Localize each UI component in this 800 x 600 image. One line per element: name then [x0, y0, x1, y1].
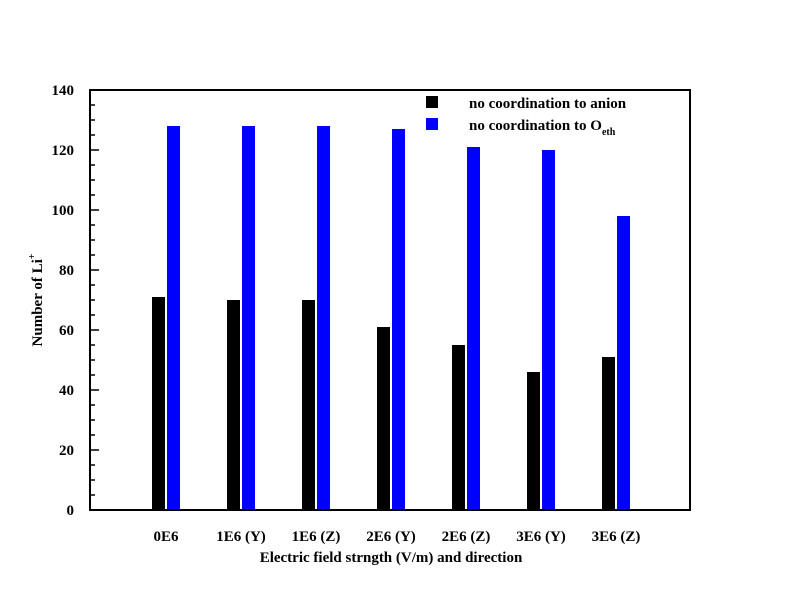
- y-axis-title-text: Number of Li: [30, 259, 46, 346]
- x-tick-label: 2E6 (Y): [366, 529, 416, 545]
- y-axis-title: Number of Li+: [27, 253, 46, 346]
- y-axis-title-superscript: +: [27, 253, 38, 259]
- bar-oeth-3: [392, 129, 405, 510]
- bars-group: [152, 126, 630, 510]
- legend-label-oeth: no coordination to Oeth: [469, 118, 616, 138]
- legend-label-anion: no coordination to anion: [469, 96, 627, 112]
- x-tick-label: 0E6: [153, 529, 179, 545]
- legend: no coordination to anion no coordination…: [426, 96, 627, 138]
- legend-label-oeth-subscript: eth: [602, 127, 616, 138]
- bar-oeth-1: [242, 126, 255, 510]
- x-tick-label: 1E6 (Y): [216, 529, 266, 545]
- y-tick-label: 60: [59, 323, 74, 339]
- x-axis: 0E6 1E6 (Y) 1E6 (Z) 2E6 (Y) 2E6 (Z) 3E6 (Y) 3E…: [153, 529, 640, 545]
- x-axis-title: Electric field strngth (V/m) and directi…: [260, 550, 523, 566]
- legend-swatch-anion: [426, 96, 438, 108]
- bar-anion-2: [302, 300, 315, 510]
- bar-anion-5: [527, 372, 540, 510]
- y-tick-label: 40: [59, 383, 74, 399]
- y-tick-label: 0: [67, 503, 75, 519]
- bar-anion-6: [602, 357, 615, 510]
- legend-label-oeth-text: no coordination to O: [469, 118, 602, 134]
- bar-anion-4: [452, 345, 465, 510]
- bar-anion-0: [152, 297, 165, 510]
- y-tick-label: 100: [52, 203, 75, 219]
- x-tick-label: 3E6 (Y): [516, 529, 566, 545]
- bar-oeth-0: [167, 126, 180, 510]
- bar-oeth-4: [467, 147, 480, 510]
- bar-oeth-6: [617, 216, 630, 510]
- bar-oeth-2: [317, 126, 330, 510]
- y-tick-label: 140: [52, 83, 75, 99]
- bar-anion-1: [227, 300, 240, 510]
- bar-oeth-5: [542, 150, 555, 510]
- y-axis: 0 20 40 60 80 100 120 140: [52, 83, 99, 519]
- legend-swatch-oeth: [426, 118, 438, 130]
- x-tick-label: 3E6 (Z): [592, 529, 641, 545]
- plot-frame: [89, 89, 691, 511]
- y-tick-label: 120: [52, 143, 75, 159]
- x-tick-label: 2E6 (Z): [442, 529, 491, 545]
- y-tick-label: 80: [59, 263, 74, 279]
- x-tick-label: 1E6 (Z): [292, 529, 341, 545]
- bar-anion-3: [377, 327, 390, 510]
- y-tick-label: 20: [59, 443, 74, 459]
